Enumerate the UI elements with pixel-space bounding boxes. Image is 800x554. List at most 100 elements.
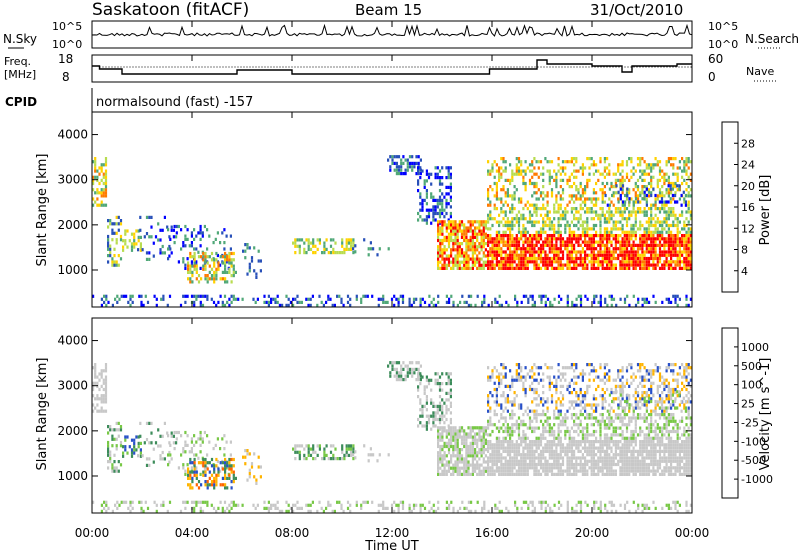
velocity-cell bbox=[184, 440, 187, 444]
power-cell bbox=[683, 266, 686, 270]
power-cell bbox=[436, 176, 439, 180]
power-cell bbox=[199, 244, 202, 248]
power-cell bbox=[628, 210, 631, 214]
power-cell bbox=[665, 263, 668, 267]
power-cell bbox=[581, 250, 584, 254]
power-cell bbox=[200, 277, 203, 281]
power-cell bbox=[647, 234, 651, 238]
power-cell bbox=[681, 260, 684, 264]
velocity-cell bbox=[107, 460, 110, 464]
power-cell bbox=[610, 185, 613, 189]
velocity-cell bbox=[471, 469, 474, 473]
power-cell bbox=[502, 237, 505, 241]
velocity-cell bbox=[581, 469, 584, 473]
power-cell bbox=[592, 250, 595, 254]
velocity-cell bbox=[443, 469, 446, 473]
velocity-cell bbox=[430, 378, 433, 382]
power-cell bbox=[506, 237, 509, 241]
power-cell bbox=[458, 254, 461, 258]
power-cell bbox=[584, 191, 587, 195]
velocity-cell bbox=[96, 394, 99, 398]
power-cell bbox=[531, 237, 534, 241]
velocity-cell bbox=[115, 421, 118, 425]
power-cell bbox=[389, 168, 392, 172]
power-cell bbox=[341, 244, 344, 248]
velocity-cell bbox=[513, 456, 516, 460]
power-cell bbox=[665, 220, 668, 224]
power-cell bbox=[579, 234, 582, 238]
velocity-cell bbox=[449, 411, 452, 415]
power-cell bbox=[447, 260, 451, 264]
power-cell bbox=[334, 241, 337, 245]
velocity-cell bbox=[206, 486, 209, 490]
power-cell bbox=[599, 300, 602, 304]
velocity-cell bbox=[636, 469, 640, 473]
velocity-cell bbox=[294, 450, 297, 454]
velocity-cell bbox=[491, 462, 494, 467]
velocity-cell bbox=[515, 472, 518, 476]
velocity-cell bbox=[542, 449, 545, 453]
power-cell bbox=[539, 247, 543, 251]
velocity-cell bbox=[590, 469, 593, 473]
power-cell bbox=[487, 172, 490, 176]
velocity-cell bbox=[625, 459, 629, 463]
power-cell bbox=[674, 263, 677, 267]
power-cell bbox=[645, 172, 648, 176]
velocity-cell bbox=[450, 426, 453, 430]
velocity-cell bbox=[539, 456, 543, 460]
power-cell bbox=[570, 220, 573, 224]
velocity-cell bbox=[458, 454, 461, 458]
velocity-cell bbox=[612, 459, 615, 463]
power-cell bbox=[667, 247, 670, 251]
velocity-cell bbox=[450, 429, 453, 433]
power-cell bbox=[595, 169, 598, 173]
power-cell bbox=[506, 240, 509, 244]
power-cell bbox=[199, 224, 202, 229]
power-cell bbox=[305, 297, 308, 301]
velocity-cell bbox=[647, 462, 651, 467]
velocity-cell bbox=[168, 460, 171, 464]
power-cell bbox=[566, 247, 569, 251]
power-cell bbox=[478, 257, 481, 261]
power-cell bbox=[500, 260, 503, 264]
power-cell bbox=[577, 227, 580, 231]
power-cell bbox=[506, 217, 509, 221]
power-cell bbox=[603, 260, 606, 264]
velocity-cell bbox=[553, 443, 556, 447]
power-cell bbox=[513, 172, 516, 176]
velocity-cell bbox=[504, 472, 507, 476]
power-cell bbox=[687, 160, 690, 164]
velocity-cell bbox=[133, 438, 136, 442]
power-cell bbox=[495, 260, 498, 264]
power-cell bbox=[437, 235, 440, 239]
power-colorbar-tick-label: 24 bbox=[741, 159, 755, 172]
velocity-cell bbox=[678, 443, 681, 447]
velocity-cell bbox=[465, 460, 468, 464]
velocity-cell bbox=[454, 435, 457, 439]
power-cell bbox=[548, 172, 551, 176]
velocity-cell bbox=[423, 388, 426, 392]
power-cell bbox=[184, 266, 187, 270]
velocity-cell bbox=[341, 447, 344, 451]
power-cell bbox=[203, 260, 206, 264]
power-cell bbox=[450, 226, 453, 230]
power-cell bbox=[555, 240, 558, 244]
velocity-cell bbox=[553, 462, 556, 467]
power-cell bbox=[630, 247, 633, 251]
power-cell bbox=[434, 176, 437, 180]
power-cell bbox=[674, 234, 677, 238]
velocity-cell bbox=[367, 459, 370, 463]
power-cell bbox=[104, 181, 108, 186]
velocity-cell bbox=[579, 456, 582, 460]
velocity-cell bbox=[522, 440, 525, 444]
power-cell bbox=[253, 269, 256, 273]
power-cell bbox=[586, 263, 589, 267]
power-cell bbox=[515, 256, 518, 261]
power-cell bbox=[621, 188, 624, 192]
velocity-cell bbox=[471, 435, 474, 439]
power-cell bbox=[566, 294, 569, 298]
velocity-cell bbox=[229, 440, 232, 444]
power-cell bbox=[390, 297, 394, 301]
velocity-cell bbox=[122, 445, 125, 449]
velocity-cell bbox=[454, 454, 457, 458]
